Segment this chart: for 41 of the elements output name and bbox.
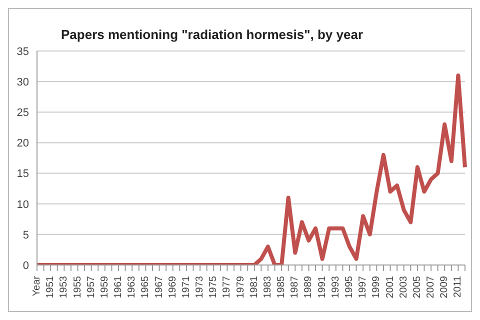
x-tick-label: 1959 <box>99 276 110 298</box>
x-tick-label: 1995 <box>344 276 356 298</box>
y-tick-label: 30 <box>16 76 29 88</box>
x-tick-label: 1961 <box>113 276 124 298</box>
x-tick-label: 1965 <box>140 276 152 298</box>
x-tick-label: 2005 <box>412 276 423 298</box>
y-tick-label: 20 <box>16 138 29 150</box>
x-tick-label: 1993 <box>330 276 342 298</box>
x-tick-label: 1977 <box>222 276 233 298</box>
x-tick-label: 1963 <box>126 276 138 298</box>
x-tick-label: 1975 <box>208 276 220 298</box>
y-tick-label: 25 <box>16 107 29 120</box>
x-tick-label: Year <box>32 275 42 296</box>
x-tick-label: 1985 <box>276 276 288 298</box>
x-tick-label: 1979 <box>235 276 246 298</box>
x-tick-label: 1967 <box>154 276 165 298</box>
x-tick-label: 1951 <box>45 276 56 298</box>
x-tick-label: 1983 <box>262 276 274 298</box>
y-tick-label: 0 <box>22 260 29 272</box>
x-tick-label: 1957 <box>86 276 97 298</box>
x-tick-label: 1953 <box>58 276 70 298</box>
x-tick-label: 1981 <box>248 276 260 298</box>
chart-title: Papers mentioning "radiation hormesis", by year <box>61 27 364 42</box>
x-tick-label: 1973 <box>194 276 206 298</box>
x-tick-label: 2011 <box>452 276 464 298</box>
x-tick-label: 2001 <box>384 276 396 298</box>
x-tick-label: 1991 <box>316 276 328 298</box>
x-tick-label: 1999 <box>371 276 382 298</box>
x-tick-label: 2009 <box>439 276 450 298</box>
x-tick-label: 2003 <box>398 276 410 298</box>
y-tick-label: 15 <box>16 168 29 180</box>
x-tick-label: 1971 <box>180 276 192 298</box>
y-tick-label: 35 <box>16 46 29 58</box>
x-tick-label: 1997 <box>358 276 369 298</box>
y-tick-label: 5 <box>22 229 29 242</box>
y-tick-label: 10 <box>16 198 29 211</box>
x-tick-label: 1955 <box>72 276 84 298</box>
x-tick-label: 1969 <box>167 276 178 298</box>
x-tick-label: 1989 <box>303 276 314 298</box>
x-tick-label: 2007 <box>426 276 437 298</box>
x-tick-label: 1987 <box>290 276 301 298</box>
